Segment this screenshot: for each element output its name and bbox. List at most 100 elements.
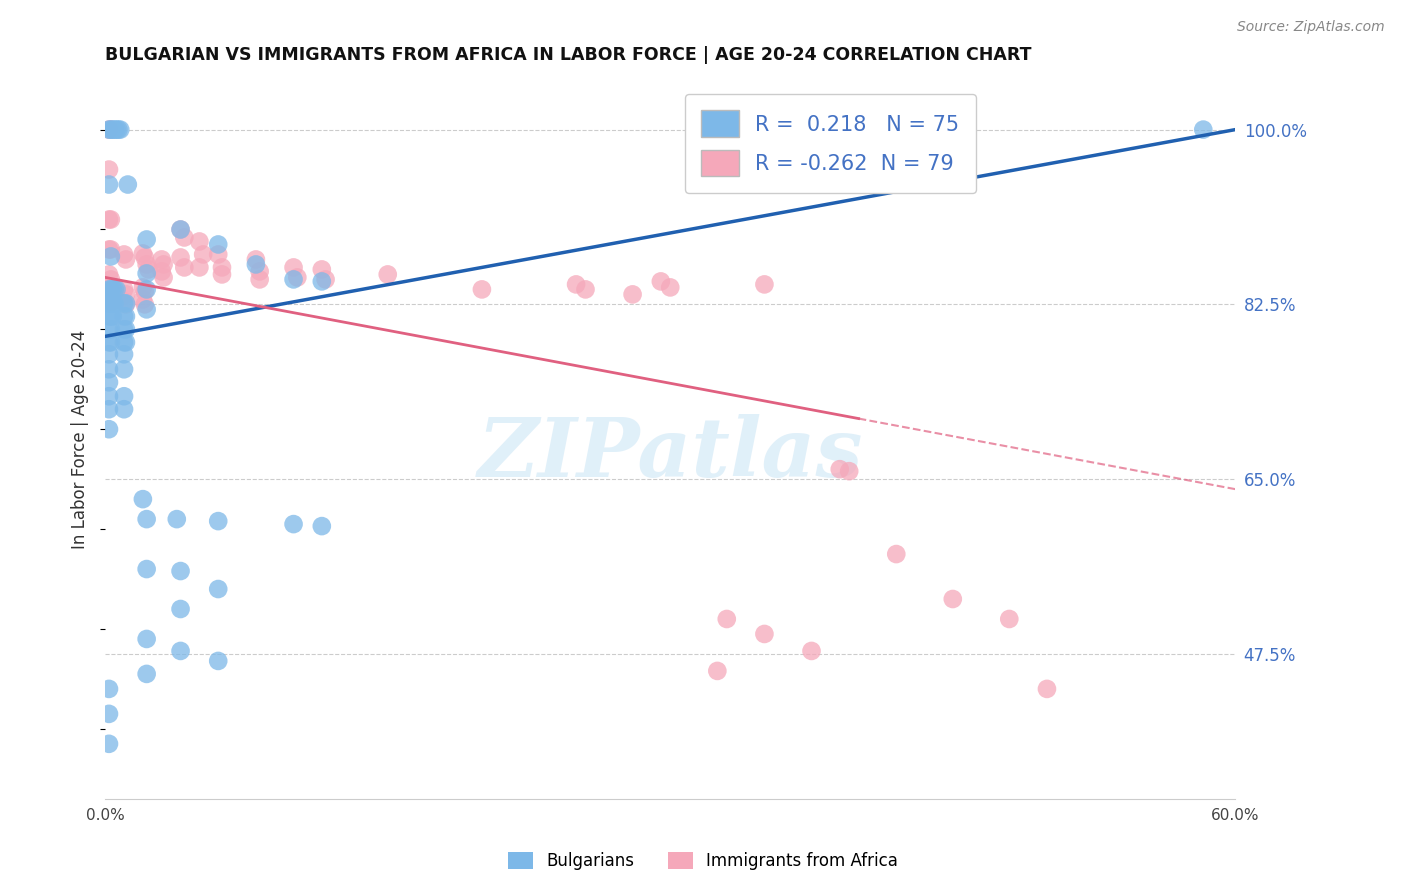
Point [107,122,129,136]
Point [98,162,121,177]
Point [98,310,121,324]
Point [115,297,138,311]
Point [800,644,823,658]
Point [828,462,851,476]
Point [621,287,644,301]
Point [152,257,174,271]
Point [98,347,121,361]
Point [150,264,173,278]
Point [100,212,122,227]
Point [98,282,121,296]
Point [716,612,738,626]
Point [134,297,156,311]
Point [169,222,191,236]
Point [100,122,122,136]
Point [112,322,135,336]
Point [169,251,191,265]
Point [135,562,157,576]
Point [101,282,124,296]
Point [283,272,305,286]
Point [311,262,333,277]
Point [110,122,132,136]
Point [98,294,121,309]
Point [132,492,155,507]
Y-axis label: In Labor Force | Age 20-24: In Labor Force | Age 20-24 [72,329,89,549]
Point [115,335,138,350]
Point [132,293,155,307]
Point [100,243,122,257]
Point [188,235,211,249]
Point [135,267,157,281]
Point [112,310,135,324]
Point [169,222,191,236]
Point [100,322,122,336]
Point [1192,122,1215,136]
Point [100,249,122,263]
Point [848,122,870,136]
Point [283,517,305,532]
Point [169,564,191,578]
Point [100,296,122,310]
Point [173,260,195,275]
Point [100,272,122,286]
Point [942,592,965,607]
Point [98,681,121,696]
Point [98,422,121,436]
Point [98,178,121,192]
Point [134,251,156,265]
Text: Source: ZipAtlas.com: Source: ZipAtlas.com [1237,20,1385,34]
Point [115,252,138,267]
Point [173,230,195,244]
Point [377,268,399,282]
Point [98,122,121,136]
Point [112,347,135,361]
Point [754,627,776,641]
Point [98,268,121,282]
Point [659,280,682,294]
Point [104,296,127,310]
Point [471,282,494,296]
Point [100,282,122,296]
Point [98,362,121,376]
Point [285,270,308,285]
Point [249,272,271,286]
Text: ZIPatlas: ZIPatlas [478,414,863,493]
Point [112,296,135,310]
Point [706,664,728,678]
Point [135,232,157,246]
Point [98,296,121,310]
Point [884,547,907,561]
Point [134,285,156,299]
Point [135,282,157,296]
Point [1036,681,1059,696]
Point [188,260,211,275]
Point [115,296,138,310]
Point [98,335,121,350]
Point [112,247,135,261]
Point [98,282,121,296]
Point [115,322,138,336]
Point [138,262,160,277]
Legend: Bulgarians, Immigrants from Africa: Bulgarians, Immigrants from Africa [502,845,904,877]
Point [98,737,121,751]
Point [311,274,333,288]
Text: BULGARIAN VS IMMIGRANTS FROM AFRICA IN LABOR FORCE | AGE 20-24 CORRELATION CHART: BULGARIAN VS IMMIGRANTS FROM AFRICA IN L… [105,46,1032,64]
Point [117,178,139,192]
Point [838,464,860,478]
Point [135,632,157,646]
Point [112,402,135,417]
Point [211,260,233,275]
Point [998,612,1021,626]
Point [101,122,124,136]
Point [211,268,233,282]
Point [135,667,157,681]
Point [98,376,121,390]
Point [135,512,157,526]
Point [207,237,229,252]
Point [283,260,305,275]
Point [207,654,229,668]
Point [249,264,271,278]
Point [101,296,124,310]
Point [574,282,596,296]
Point [245,252,267,267]
